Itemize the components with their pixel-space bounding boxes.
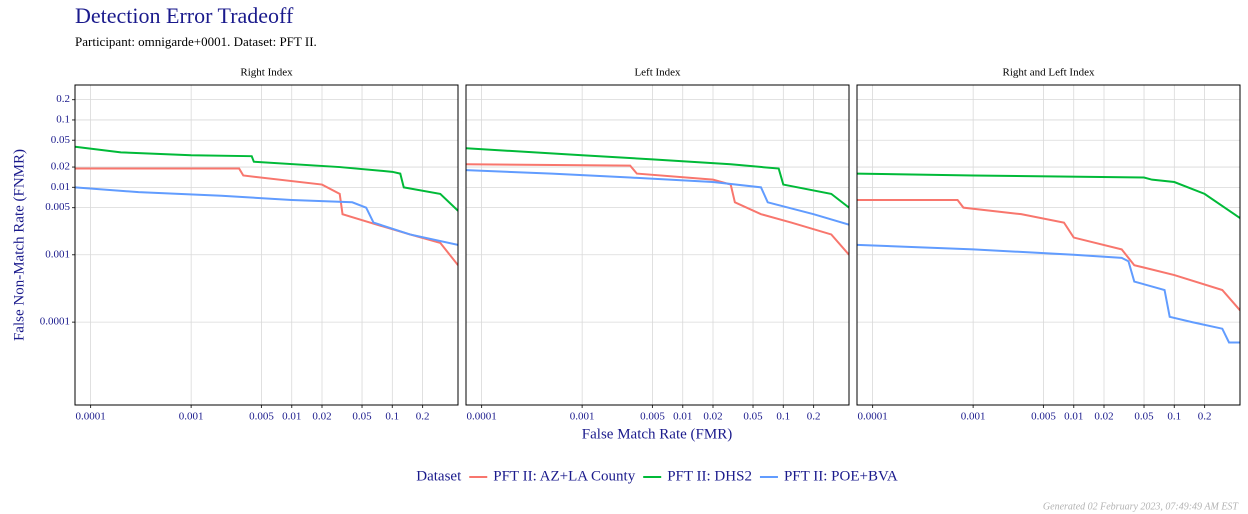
x-tick-label: 0.0001 [466,411,496,423]
y-tick-label: 0.01 [51,181,70,193]
x-tick-label: 0.2 [416,411,430,423]
x-tick-label: 0.0001 [857,411,887,423]
legend-label: PFT II: DHS2 [667,468,752,484]
y-tick-label: 0.001 [45,248,70,260]
series-line [75,167,458,266]
x-tick-label: 0.02 [312,411,331,423]
x-tick-label: 0.02 [1094,411,1113,423]
x-tick-label: 0.1 [776,411,790,423]
legend: Dataset PFT II: AZ+LA County PFT II: DHS2 P… [416,468,898,484]
x-tick-label: 0.05 [743,411,763,423]
x-tick-label: 0.1 [1167,411,1181,423]
y-tick-label: 0.2 [56,93,70,105]
series-line [466,163,849,256]
x-tick-label: 0.01 [673,411,692,423]
x-tick-label: 0.001 [570,411,595,423]
x-tick-label: 0.001 [961,411,986,423]
panel-border [74,84,459,406]
y-axis-label: False Non-Match Rate (FNMR) [11,149,27,341]
chart-subtitle: Participant: omnigarde+0001. Dataset: PF… [75,34,317,49]
y-tick-label: 0.02 [51,161,70,173]
y-tick-label: 0.0001 [40,316,70,328]
series-line [75,186,458,246]
legend-title: Dataset [416,468,462,484]
legend-label: PFT II: AZ+LA County [493,468,635,484]
x-tick-label: 0.1 [385,411,399,423]
series-line [466,169,849,226]
footer: Generated 02 February 2023, 07:49:49 AM … [1043,501,1240,512]
x-tick-label: 0.0001 [75,411,105,423]
x-tick-label: 0.02 [703,411,722,423]
chart-title: Detection Error Tradeoff [75,3,294,28]
x-tick-label: 0.05 [1134,411,1154,423]
x-tick-label: 0.005 [1031,411,1056,423]
panel-border [465,84,850,406]
y-tick-label: 0.1 [56,113,70,125]
x-tick-label: 0.2 [807,411,821,423]
panel-title: Left Index [634,67,681,79]
panel-border [856,84,1241,406]
panel-title: Right and Left Index [1003,67,1095,79]
x-tick-label: 0.2 [1198,411,1212,423]
legend-label: PFT II: POE+BVA [784,468,898,484]
series-line [75,145,458,212]
x-axis-label: False Match Rate (FMR) [582,426,732,442]
x-tick-label: 0.01 [1064,411,1083,423]
series-line [857,198,1240,311]
y-tick-label: 0.05 [51,134,71,146]
panel-title: Right Index [240,67,293,79]
x-tick-label: 0.005 [640,411,665,423]
series-line [466,147,849,209]
series-line [857,172,1240,219]
y-tick-label: 0.005 [45,201,70,213]
x-tick-label: 0.01 [282,411,301,423]
x-tick-label: 0.005 [249,411,274,423]
series-line [857,243,1240,344]
x-tick-label: 0.05 [352,411,372,423]
x-tick-label: 0.001 [179,411,204,423]
